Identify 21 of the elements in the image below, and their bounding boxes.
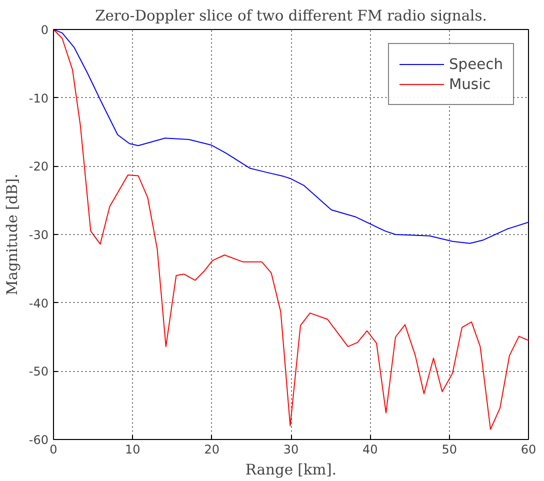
y-tick-label: -60	[28, 433, 49, 447]
y-tick-label: -40	[28, 296, 49, 310]
x-tick-label: 30	[283, 442, 299, 456]
x-axis-title: Range [km].	[245, 462, 337, 478]
y-tick-label: 0	[40, 23, 49, 37]
chart-title: Zero-Doppler slice of two different FM radio signals.	[95, 8, 487, 24]
x-tick-label: 40	[362, 442, 378, 456]
y-tick-label: -20	[28, 160, 49, 174]
line-series	[54, 30, 528, 244]
y-tick-label: -50	[28, 364, 49, 379]
y-axis-title: Magnitude [dB].	[4, 174, 21, 296]
y-tick-label: -10	[28, 91, 49, 106]
x-tick-label: 60	[520, 442, 536, 456]
legend-label: Music	[449, 76, 491, 92]
x-tick-label: 0	[50, 442, 58, 456]
x-tick-label: 10	[125, 442, 140, 456]
y-tick-label: -30	[28, 228, 49, 242]
x-tick-label: 20	[204, 442, 220, 456]
legend-label: Speech	[449, 56, 503, 72]
line-series	[54, 30, 528, 430]
x-tick-label: 50	[442, 442, 457, 456]
